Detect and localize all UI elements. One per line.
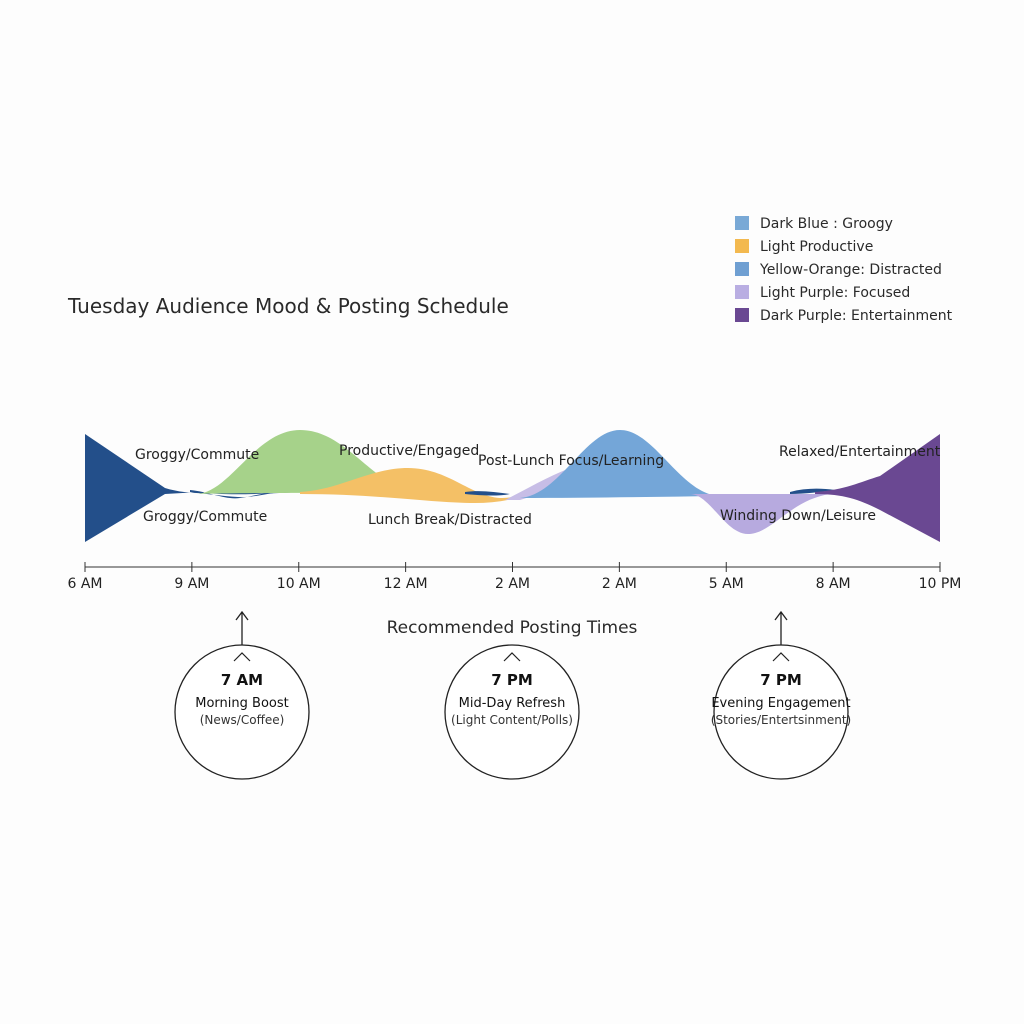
slot-1-arrow-head — [235, 610, 249, 621]
legend-swatch-4 — [735, 285, 749, 299]
slot-3-time: 7 PM — [760, 671, 802, 689]
slot-2-detail: (Light Content/Polls) — [451, 713, 573, 727]
mood-labels: Groggy/Commute Groggy/Commute Productive… — [135, 443, 941, 528]
legend-label-3: Yellow-Orange: Distracted — [759, 262, 942, 278]
slot-1-time: 7 AM — [221, 671, 263, 689]
legend-swatch-5 — [735, 308, 749, 322]
legend-label-5: Dark Purple: Entertainment — [760, 308, 953, 324]
mood-label-winding: Winding Down/Leisure — [720, 508, 876, 524]
entertainment-stream — [815, 434, 940, 542]
x-tick-label: 9 AM — [174, 576, 209, 592]
recommended-slot-2: 7 PM Mid-Day Refresh (Light Content/Poll… — [444, 644, 580, 780]
x-axis-ticks: 6 AM 9 AM 10 AM 12 AM 2 AM 2 AM 5 AM 8 AM 10 PM — [67, 562, 961, 592]
mood-label-productive: Productive/Engaged — [339, 443, 479, 459]
x-tick-label: 2 AM — [602, 576, 637, 592]
slot-2-chevron-icon — [503, 652, 521, 662]
x-tick-label: 5 AM — [709, 576, 744, 592]
slot-1-circle — [174, 644, 310, 780]
slot-3-arrow-head — [774, 610, 788, 621]
legend-label-2: Light Productive — [760, 239, 873, 255]
x-tick-label: 10 AM — [277, 576, 321, 592]
slot-3-circle — [713, 644, 849, 780]
legend-swatch-3 — [735, 262, 749, 276]
productive-stream — [195, 430, 410, 494]
legend-swatch-2 — [735, 239, 749, 253]
groggy-late-ribbon — [790, 488, 835, 494]
x-tick-label: 2 AM — [495, 576, 530, 592]
legend-label-1: Dark Blue : Groogy — [760, 216, 893, 232]
slot-2-time: 7 PM — [491, 671, 533, 689]
mood-streams — [85, 430, 940, 542]
chart-title: Tuesday Audience Mood & Posting Schedule — [67, 294, 509, 318]
legend-swatch-1 — [735, 216, 749, 230]
x-tick-label: 8 AM — [816, 576, 851, 592]
x-axis: 6 AM 9 AM 10 AM 12 AM 2 AM 2 AM 5 AM 8 AM 10 PM — [67, 562, 961, 592]
mood-label-groggy-bottom: Groggy/Commute — [143, 509, 267, 525]
slot-2-circle — [444, 644, 580, 780]
mood-label-lunch: Lunch Break/Distracted — [368, 512, 532, 528]
slot-3-detail: (Stories/Entertsinment) — [711, 713, 851, 727]
legend-label-4: Light Purple: Focused — [760, 285, 910, 301]
winding-stream — [690, 494, 830, 534]
x-tick-label: 6 AM — [67, 576, 102, 592]
recommended-slot-1: 7 AM Morning Boost (News/Coffee) — [174, 610, 310, 780]
slot-3-chevron-icon — [772, 652, 790, 662]
mood-label-groggy-top: Groggy/Commute — [135, 447, 259, 463]
x-tick-label: 10 PM — [919, 576, 962, 592]
recommended-slot-3: 7 PM Evening Engagement (Stories/Enterts… — [711, 610, 851, 780]
x-tick-label: 12 AM — [384, 576, 428, 592]
slot-1-name: Morning Boost — [195, 696, 288, 711]
recommended-heading: Recommended Posting Times — [387, 618, 638, 638]
legend: Dark Blue : Groogy Light Productive Yell… — [735, 216, 953, 324]
learning-stream — [520, 430, 720, 498]
mood-label-relaxed: Relaxed/Entertainment — [779, 444, 941, 460]
mood-label-learning: Post-Lunch Focus/Learning — [478, 453, 664, 469]
slot-1-detail: (News/Coffee) — [200, 713, 285, 727]
slot-2-name: Mid-Day Refresh — [459, 696, 566, 711]
slot-3-name: Evening Engagement — [711, 696, 850, 711]
groggy-mid-ribbon — [465, 491, 510, 496]
slot-1-chevron-icon — [233, 652, 251, 662]
groggy-ribbon — [190, 490, 280, 499]
groggy-stream — [85, 434, 300, 542]
light-purple-stream — [505, 468, 570, 500]
